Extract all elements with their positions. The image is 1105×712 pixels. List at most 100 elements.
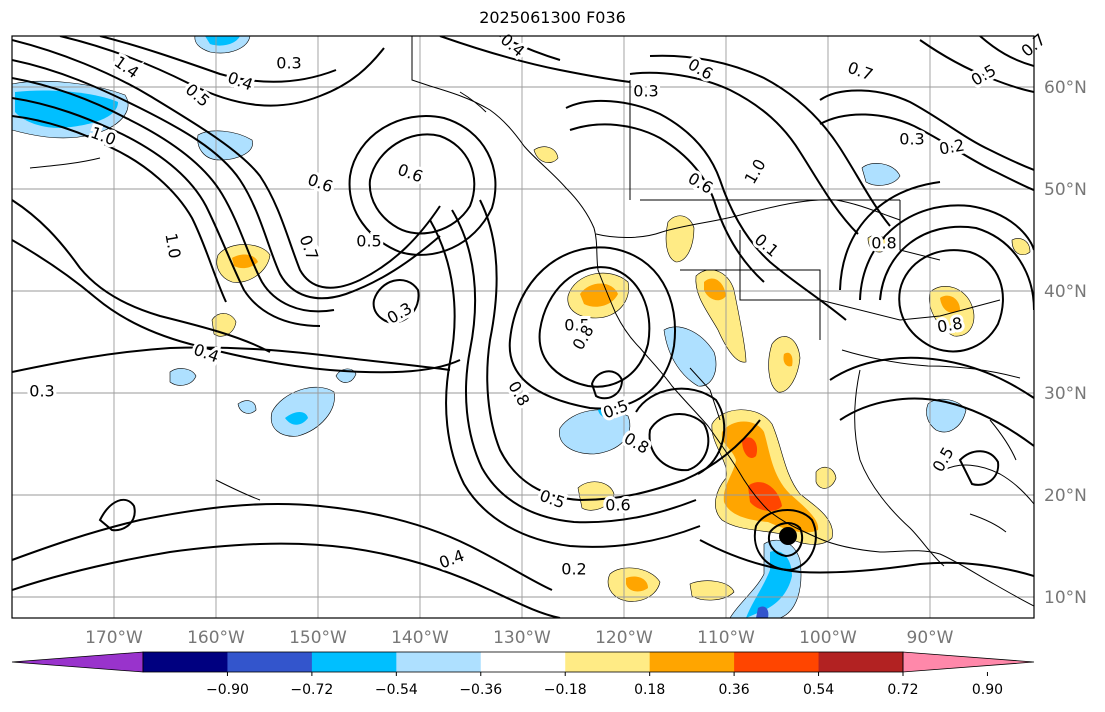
colorbar-swatch <box>227 652 313 672</box>
contour-label: 0.8 <box>871 234 896 253</box>
negative-anomaly-region <box>861 163 901 186</box>
lon-tick-label: 170°W <box>85 628 143 648</box>
negative-anomaly-region <box>15 90 118 128</box>
positive-anomaly-region <box>580 283 618 307</box>
positive-anomaly-region <box>1011 238 1031 255</box>
contour-label: 0.8 <box>504 378 533 410</box>
positive-anomaly-region <box>742 437 758 459</box>
positive-anomaly-region <box>626 576 648 592</box>
map-frame <box>11 35 1035 619</box>
negative-anomaly-region <box>237 400 257 414</box>
lon-tick-label: 90°W <box>907 628 954 648</box>
colorbar-tick-labels: −0.90 −0.72 −0.54 −0.36 −0.18 0.18 0.36 0.54 0.7… <box>206 672 1003 698</box>
colorbar-frame <box>142 651 904 673</box>
contour-label: 0.2 <box>938 135 966 158</box>
positive-anomaly-region <box>689 580 735 601</box>
colorbar-swatch <box>143 652 228 672</box>
contour-label: 0.1 <box>751 230 783 261</box>
positive-anomaly-region <box>533 146 559 163</box>
positive-anomaly-region <box>768 336 801 393</box>
lon-tick-label: 130°W <box>493 628 551 648</box>
contour-label: 0.5 <box>182 80 214 111</box>
negative-anomaly-region <box>169 368 197 386</box>
colorbar-swatch <box>480 652 566 672</box>
coastlines <box>29 36 1034 607</box>
colorbar-extend-high <box>902 651 1035 673</box>
colorbar-tick-label: 0.18 <box>634 682 665 698</box>
lat-tick-label: 20°N <box>1044 486 1087 506</box>
lat-tick-label: 60°N <box>1044 78 1087 98</box>
colorbar-swatch <box>396 652 482 672</box>
contour-label: 0.3 <box>899 130 924 149</box>
contour-label: 0.5 <box>968 61 1000 90</box>
positive-anomaly-region <box>783 352 793 367</box>
contour-label: 0.5 <box>356 232 381 251</box>
negative-anomaly-region <box>197 130 253 161</box>
colorbar-tick-label: −0.54 <box>375 682 418 698</box>
contour-label: 1.0 <box>741 156 770 188</box>
contour-label: 0.6 <box>395 160 425 187</box>
negative-anomaly-region <box>559 409 631 455</box>
contour-label: 0.5 <box>537 486 567 513</box>
positive-anomaly-region <box>940 295 960 313</box>
contour-label: 0.7 <box>1018 30 1050 61</box>
contour-label: 0.6 <box>305 170 335 197</box>
lon-tick-label: 120°W <box>595 628 653 648</box>
latitude-tick-labels: 60°N 50°N 40°N 30°N 20°N 10°N <box>1044 78 1087 608</box>
colorbar-swatch <box>311 652 397 672</box>
negative-anomaly-region <box>663 326 717 387</box>
contour-label: 0.6 <box>605 496 630 515</box>
positive-anomaly-region <box>704 278 726 301</box>
lon-tick-label: 110°W <box>697 628 755 648</box>
contour-label: 0.6 <box>685 55 717 84</box>
map-title: 2025061300 F036 <box>479 8 626 27</box>
contour-label: 1.0 <box>161 232 184 260</box>
colorbar-swatch <box>734 652 820 672</box>
negative-anomaly-region <box>926 398 967 433</box>
colorbar-tick-label: 0.90 <box>972 682 1003 698</box>
contour-labels: 1.4 0.30.40.51.00.60.70.60.51.00.30.40.30… <box>26 27 1052 582</box>
contour-label: 0.2 <box>561 560 586 579</box>
lat-tick-label: 30°N <box>1044 384 1087 404</box>
colorbar-swatch <box>649 652 735 672</box>
contour-label: 0.5 <box>564 316 589 335</box>
graticule <box>12 36 1034 618</box>
positive-anomaly-region <box>577 481 615 511</box>
shaded-field <box>12 36 1031 618</box>
colorbar-tick-label: 0.72 <box>887 682 918 698</box>
colorbar-tick-label: −0.18 <box>544 682 587 698</box>
contour-label: 0.4 <box>225 68 255 95</box>
positive-anomaly-region <box>748 482 782 511</box>
lat-tick-label: 10°N <box>1044 588 1087 608</box>
colorbar-tick-label: −0.72 <box>290 682 333 698</box>
lon-tick-label: 100°W <box>799 628 857 648</box>
contour-label: 0.3 <box>276 54 301 73</box>
contour-label: 0.5 <box>929 444 958 476</box>
contour-label: 0.4 <box>436 546 466 573</box>
contour-lines <box>12 36 1034 618</box>
colorbar-tick-label: −0.36 <box>459 682 502 698</box>
lat-tick-label: 40°N <box>1044 282 1087 302</box>
lat-tick-label: 50°N <box>1044 180 1087 200</box>
colorbar-extend-low <box>11 651 144 673</box>
lon-tick-label: 140°W <box>391 628 449 648</box>
negative-anomaly-region <box>756 606 769 618</box>
contour-label: 0.4 <box>191 340 221 367</box>
longitude-tick-labels: 170°W 160°W 150°W 140°W 130°W 120°W 110°… <box>85 628 954 648</box>
colorbar-tick-label: 0.36 <box>719 682 750 698</box>
colorbar <box>11 651 1035 673</box>
positive-anomaly-region <box>815 466 837 489</box>
lon-tick-label: 150°W <box>289 628 347 648</box>
contour-label: 0.7 <box>845 58 875 85</box>
lon-tick-label: 160°W <box>187 628 245 648</box>
colorbar-swatch <box>565 652 651 672</box>
cyclone-center-marker <box>779 527 797 545</box>
negative-anomaly-region <box>746 551 792 618</box>
contour-label: 0.3 <box>384 299 416 328</box>
negative-anomaly-region <box>205 36 240 46</box>
contour-label: 0.3 <box>633 82 658 101</box>
positive-anomaly-region <box>665 215 695 263</box>
negative-anomaly-region <box>285 412 308 425</box>
contour-label: 0.3 <box>29 382 54 401</box>
